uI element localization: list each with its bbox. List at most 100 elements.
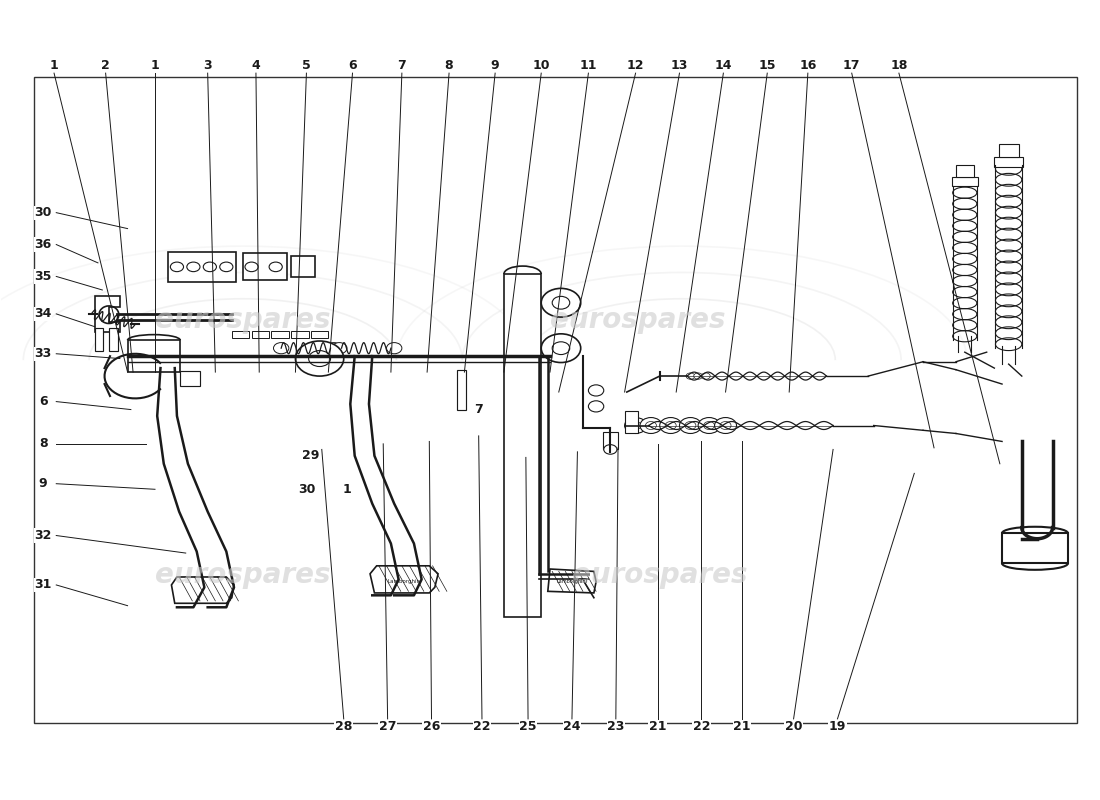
Text: 32: 32 bbox=[34, 529, 52, 542]
Polygon shape bbox=[548, 569, 596, 593]
Text: 6: 6 bbox=[349, 58, 356, 72]
Text: 18: 18 bbox=[890, 58, 908, 72]
Text: 10: 10 bbox=[532, 58, 550, 72]
Circle shape bbox=[660, 418, 682, 434]
Bar bbox=[243, 254, 287, 281]
Text: Lamborghini: Lamborghini bbox=[557, 579, 587, 584]
Circle shape bbox=[309, 350, 331, 366]
Bar bbox=[95, 328, 103, 350]
Polygon shape bbox=[172, 577, 234, 603]
Text: 1: 1 bbox=[151, 58, 160, 72]
Bar bbox=[292, 257, 316, 278]
Circle shape bbox=[686, 373, 695, 379]
Text: 6: 6 bbox=[39, 395, 47, 408]
Circle shape bbox=[694, 373, 703, 379]
Text: 7: 7 bbox=[474, 403, 483, 416]
Bar bbox=[109, 328, 118, 350]
Text: 1: 1 bbox=[342, 482, 351, 496]
Bar bbox=[311, 331, 329, 338]
Circle shape bbox=[702, 373, 711, 379]
Text: 25: 25 bbox=[519, 720, 537, 734]
Text: 12: 12 bbox=[627, 58, 645, 72]
Circle shape bbox=[715, 418, 737, 434]
Bar bbox=[504, 274, 541, 617]
Text: 23: 23 bbox=[607, 720, 625, 734]
Text: eurospares: eurospares bbox=[155, 306, 330, 334]
Circle shape bbox=[327, 342, 341, 354]
Text: eurospares: eurospares bbox=[572, 562, 748, 590]
Circle shape bbox=[704, 422, 715, 430]
Circle shape bbox=[541, 288, 581, 317]
Text: 5: 5 bbox=[302, 58, 311, 72]
Bar bbox=[999, 144, 1019, 157]
Circle shape bbox=[588, 385, 604, 396]
Bar bbox=[292, 331, 309, 338]
Circle shape bbox=[296, 341, 343, 376]
Bar bbox=[456, 370, 465, 410]
Text: 15: 15 bbox=[759, 58, 775, 72]
Text: 7: 7 bbox=[397, 58, 406, 72]
Text: 16: 16 bbox=[800, 58, 816, 72]
Bar bbox=[1002, 533, 1068, 563]
Text: 24: 24 bbox=[563, 720, 581, 734]
Bar bbox=[956, 165, 974, 177]
Text: 11: 11 bbox=[580, 58, 597, 72]
Circle shape bbox=[274, 342, 289, 354]
Bar bbox=[994, 157, 1023, 167]
Bar bbox=[603, 432, 618, 450]
Circle shape bbox=[270, 262, 283, 272]
Circle shape bbox=[245, 262, 258, 272]
Bar bbox=[625, 411, 638, 434]
Bar bbox=[34, 77, 1077, 723]
Text: 33: 33 bbox=[34, 347, 52, 360]
Circle shape bbox=[625, 418, 647, 434]
Text: 21: 21 bbox=[649, 720, 667, 734]
Circle shape bbox=[332, 342, 346, 354]
Text: 1: 1 bbox=[50, 58, 58, 72]
Text: 26: 26 bbox=[422, 720, 440, 734]
Circle shape bbox=[541, 334, 581, 362]
Circle shape bbox=[204, 262, 217, 272]
Bar bbox=[252, 331, 270, 338]
Text: 36: 36 bbox=[34, 238, 52, 251]
Circle shape bbox=[187, 262, 200, 272]
Text: 8: 8 bbox=[444, 58, 453, 72]
Circle shape bbox=[170, 262, 184, 272]
Circle shape bbox=[220, 262, 233, 272]
Text: 29: 29 bbox=[302, 450, 319, 462]
Text: 22: 22 bbox=[473, 720, 491, 734]
Text: 34: 34 bbox=[34, 307, 52, 321]
Text: 30: 30 bbox=[298, 482, 315, 496]
Text: 35: 35 bbox=[34, 270, 52, 283]
Text: 17: 17 bbox=[843, 58, 860, 72]
Circle shape bbox=[552, 296, 570, 309]
Text: 9: 9 bbox=[491, 58, 499, 72]
Circle shape bbox=[640, 418, 662, 434]
Text: 4: 4 bbox=[252, 58, 261, 72]
Text: 30: 30 bbox=[34, 206, 52, 219]
Circle shape bbox=[685, 422, 696, 430]
Circle shape bbox=[630, 422, 641, 430]
Circle shape bbox=[646, 422, 657, 430]
Text: 9: 9 bbox=[39, 478, 47, 490]
Bar bbox=[272, 331, 289, 338]
Text: 19: 19 bbox=[828, 720, 846, 734]
Text: 22: 22 bbox=[693, 720, 711, 734]
Text: eurospares: eurospares bbox=[550, 306, 726, 334]
Bar bbox=[180, 371, 200, 386]
Circle shape bbox=[386, 342, 402, 354]
Bar bbox=[168, 252, 236, 282]
Text: 20: 20 bbox=[784, 720, 802, 734]
Circle shape bbox=[552, 342, 570, 354]
Circle shape bbox=[720, 422, 732, 430]
Circle shape bbox=[680, 418, 702, 434]
Text: 13: 13 bbox=[671, 58, 689, 72]
Text: 27: 27 bbox=[378, 720, 396, 734]
Text: 2: 2 bbox=[101, 58, 110, 72]
Circle shape bbox=[604, 445, 617, 454]
Bar bbox=[128, 340, 180, 372]
Bar bbox=[232, 331, 250, 338]
Polygon shape bbox=[95, 296, 120, 332]
Text: eurospares: eurospares bbox=[155, 562, 330, 590]
Bar bbox=[952, 177, 978, 186]
